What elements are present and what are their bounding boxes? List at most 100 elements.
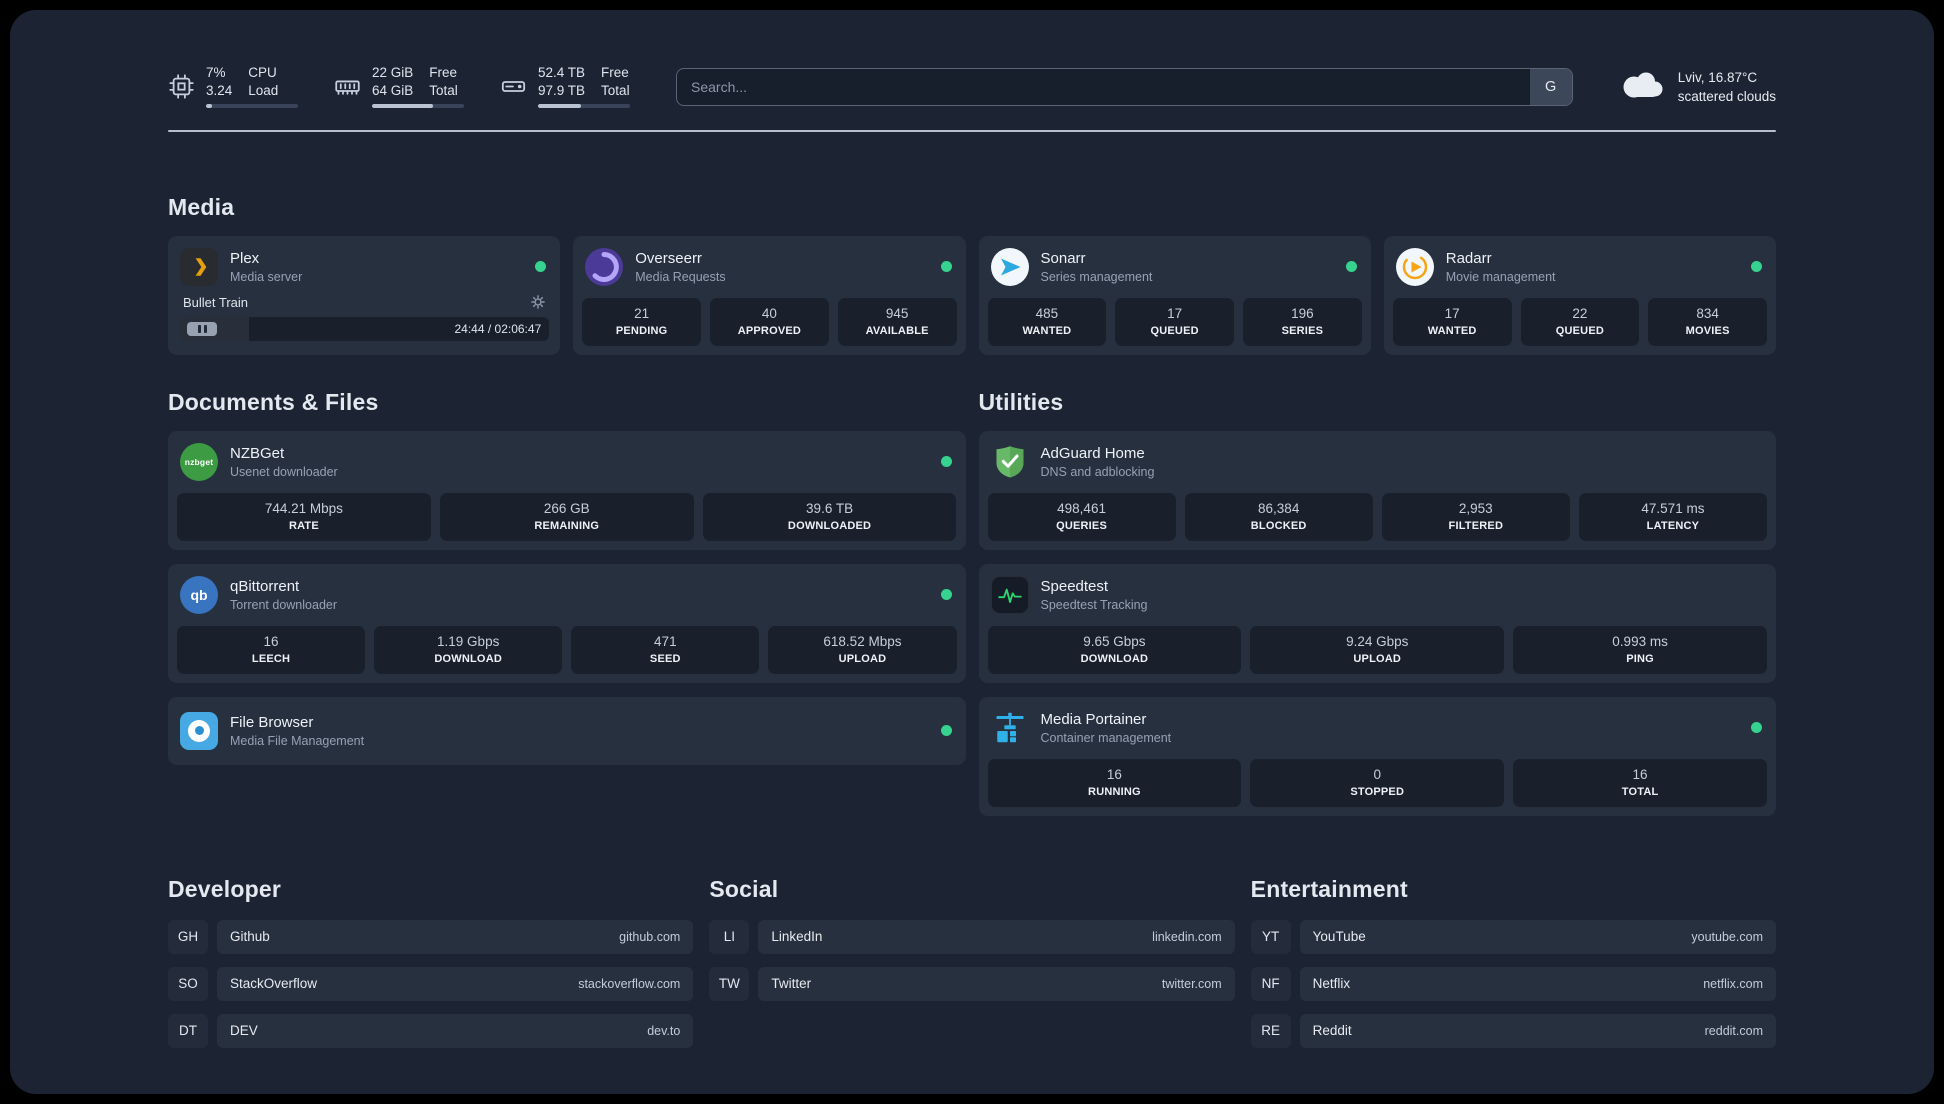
stat-tile: 618.52 Mbps UPLOAD: [768, 625, 957, 674]
search-input[interactable]: [677, 68, 1530, 105]
service-card-overseerr[interactable]: Overseerr Media Requests 21 PENDING 40 APP…: [573, 235, 966, 355]
stat-tile: 834 MOVIES: [1648, 297, 1767, 346]
bookmark-netflix[interactable]: NF Netflix netflix.com: [1250, 966, 1776, 1001]
stat-tile: 16 LEECH: [177, 625, 366, 674]
bookmark-github[interactable]: GH Github github.com: [168, 919, 694, 954]
playback-progress-bar[interactable]: 24:44 / 02:06:47: [179, 316, 550, 341]
service-name: Overseerr: [635, 249, 702, 267]
stat-tile: 22 QUEUED: [1520, 297, 1640, 346]
service-card-radarr[interactable]: Radarr Movie management 17 WANTED 22 QUEUE…: [1383, 235, 1776, 355]
status-dot: [1751, 722, 1762, 734]
stat-tile: 9.65 Gbps DOWNLOAD: [987, 625, 1242, 674]
service-name: Plex: [230, 249, 260, 267]
section-utilities: Utilities AdGuard Home DNS and adblockin…: [978, 388, 1776, 816]
section-title-utilities: Utilities: [978, 388, 1064, 415]
section-title-developer: Developer: [168, 875, 282, 902]
section-title-media: Media: [168, 193, 235, 220]
weather-widget[interactable]: Lviv, 16.87°C scattered clouds: [1619, 68, 1776, 105]
pause-button[interactable]: [187, 321, 217, 336]
bookmark-abbr: TW: [709, 966, 750, 1001]
overseerr-icon: [585, 247, 624, 286]
bookmark-twitter[interactable]: TW Twitter twitter.com: [709, 966, 1235, 1001]
bookmark-linkedin[interactable]: LI LinkedIn linkedin.com: [709, 919, 1235, 954]
dashboard-panel: 7% 3.24 CPU Load: [10, 10, 1934, 1094]
service-name: NZBGet: [230, 444, 285, 462]
status-dot: [940, 456, 952, 468]
bookmark-name: YouTube: [1312, 929, 1366, 945]
stat-tile: 0.993 ms PING: [1513, 625, 1767, 674]
bookmark-domain: stackoverflow.com: [578, 976, 681, 991]
service-card-plex[interactable]: Plex Media server Bullet Train: [168, 235, 561, 355]
search-bar: G: [676, 67, 1573, 106]
memory-values: 22 GiB 64 GiB: [372, 65, 414, 98]
service-card-portainer[interactable]: Media Portainer Container management 16 R…: [978, 696, 1776, 816]
bookmarks-area: Developer GH Github github.com SO StackO…: [168, 876, 1776, 1094]
bookmark-dev[interactable]: DT DEV dev.to: [168, 1013, 694, 1048]
service-name: qBittorrent: [230, 577, 300, 595]
service-card-nzbget[interactable]: nzbget NZBGet Usenet downloader 744.21 M…: [168, 430, 966, 550]
resource-widgets: 7% 3.24 CPU Load: [168, 65, 630, 108]
status-dot: [940, 589, 952, 601]
weather-location: Lviv, 16.87°C: [1677, 69, 1758, 85]
service-name: AdGuard Home: [1040, 444, 1145, 462]
service-description: Media server: [230, 269, 303, 284]
speedtest-icon: [990, 575, 1029, 614]
bookmark-group-entertainment: Entertainment YT YouTube youtube.com NF …: [1250, 876, 1776, 1061]
service-card-adguard[interactable]: AdGuard Home DNS and adblocking 498,461 Q…: [978, 430, 1776, 550]
bookmark-name: Netflix: [1312, 976, 1351, 992]
service-card-filebrowser[interactable]: File Browser Media File Management: [168, 696, 966, 765]
status-dot: [940, 725, 952, 737]
bookmark-abbr: YT: [1250, 919, 1291, 954]
bookmark-domain: reddit.com: [1704, 1023, 1763, 1038]
bookmark-domain: dev.to: [647, 1023, 681, 1038]
stat-tile: 17 WANTED: [1392, 297, 1512, 346]
status-dot: [1751, 261, 1762, 273]
memory-progress-bar: [372, 103, 464, 108]
service-name: File Browser: [230, 713, 314, 731]
disk-labels: Free Total: [601, 65, 630, 98]
cpu-values: 7% 3.24: [206, 65, 233, 98]
stat-tile: 266 GB REMAINING: [439, 492, 694, 541]
bookmark-reddit[interactable]: RE Reddit reddit.com: [1250, 1013, 1776, 1048]
service-card-sonarr[interactable]: Sonarr Series management 485 WANTED 17 QUE…: [978, 235, 1371, 355]
bookmark-abbr: SO: [168, 966, 208, 1001]
stat-tile: 17 QUEUED: [1115, 297, 1234, 346]
service-card-speedtest[interactable]: Speedtest Speedtest Tracking 9.65 Gbps DO…: [978, 563, 1776, 683]
stat-tile: 2,953 FILTERED: [1381, 492, 1570, 541]
now-playing-title: Bullet Train: [183, 294, 249, 310]
plex-now-playing: Bullet Train 24:44 / 02:06:47: [177, 293, 551, 341]
bookmark-abbr: RE: [1250, 1013, 1291, 1048]
service-name: Sonarr: [1040, 249, 1086, 267]
bookmark-name: Github: [230, 929, 270, 945]
gear-icon[interactable]: [531, 295, 546, 310]
service-card-qbittorrent[interactable]: qb qBittorrent Torrent downloader 16 LEEC…: [168, 563, 966, 683]
bookmark-name: LinkedIn: [771, 929, 823, 945]
stat-tile: 47.571 ms LATENCY: [1578, 492, 1767, 541]
header-divider: [168, 129, 1776, 132]
stat-tile: 21 PENDING: [582, 297, 701, 346]
bookmark-youtube[interactable]: YT YouTube youtube.com: [1250, 919, 1776, 954]
stat-tile: 196 SERIES: [1243, 297, 1362, 346]
section-media: Media Plex Media server Bullet Train: [168, 194, 1776, 355]
status-dot: [535, 261, 547, 273]
bookmark-domain: netflix.com: [1703, 976, 1763, 991]
cpu-labels: CPU Load: [248, 65, 279, 98]
service-description: Torrent downloader: [230, 597, 338, 612]
stat-tile: 945 AVAILABLE: [837, 297, 957, 346]
portainer-icon: [991, 709, 1029, 747]
cpu-progress-bar: [206, 103, 298, 108]
nzbget-icon: nzbget: [180, 442, 218, 481]
bookmark-abbr: GH: [168, 919, 208, 954]
filebrowser-icon: [180, 711, 218, 750]
bookmark-name: StackOverflow: [230, 976, 318, 992]
resource-disk: 52.4 TB 97.9 TB Free Total: [500, 65, 630, 108]
service-description: DNS and adblocking: [1040, 464, 1155, 479]
sonarr-icon: [990, 247, 1029, 286]
bookmark-stackoverflow[interactable]: SO StackOverflow stackoverflow.com: [168, 966, 694, 1001]
stat-tile: 9.24 Gbps UPLOAD: [1250, 625, 1505, 674]
section-title-social: Social: [709, 875, 779, 902]
status-dot: [940, 261, 952, 273]
service-name: Media Portainer: [1040, 710, 1147, 728]
status-dot: [1345, 261, 1357, 273]
search-provider-button[interactable]: G: [1529, 68, 1572, 105]
